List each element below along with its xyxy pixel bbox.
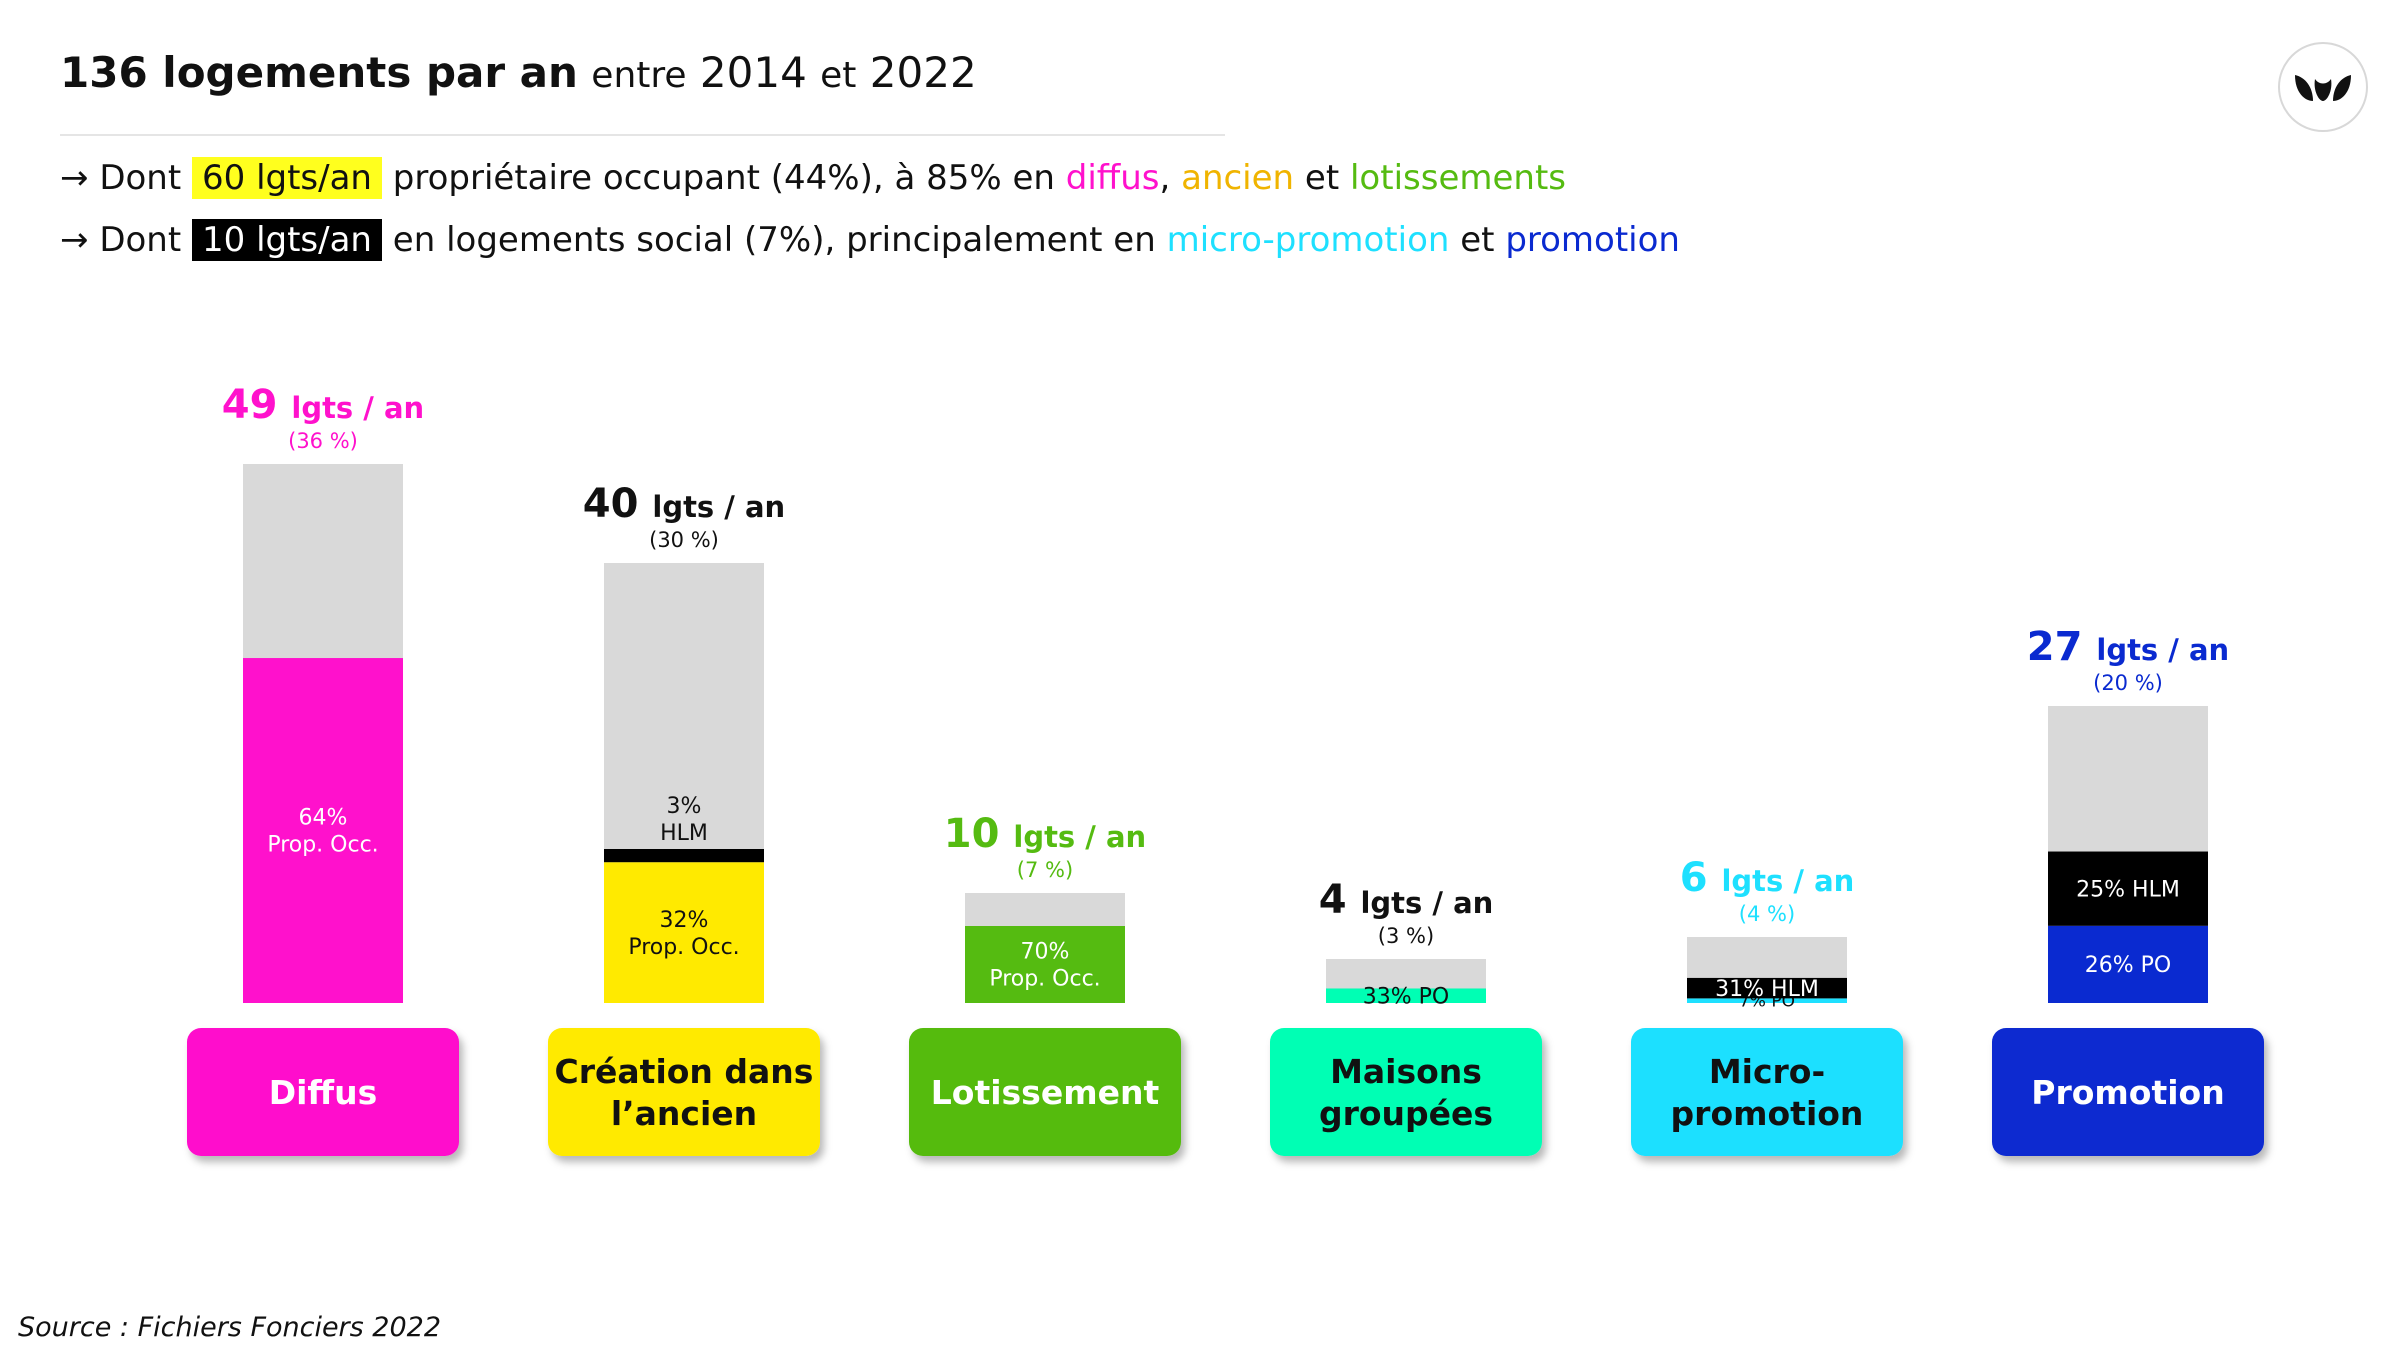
category-label: l’ancien [611, 1094, 757, 1133]
keyword-diffus: diffus [1065, 158, 1160, 198]
segment-label: 32% [660, 908, 709, 933]
category-box [1270, 1028, 1542, 1156]
highlight-owner-rate: 60 lgts/an [192, 157, 382, 199]
value-unit: lgts / an [652, 490, 785, 524]
segment-label: Prop. Occ. [628, 935, 739, 960]
share-label: (36 %) [288, 429, 358, 453]
segment-label: HLM [660, 821, 708, 846]
value-label: 49 lgts / an [222, 382, 424, 428]
segment-label: 3% [667, 794, 702, 819]
bar-segment [243, 658, 403, 1003]
bar-segment [1687, 977, 1847, 999]
value-number: 40 [583, 481, 653, 527]
bullet-text: en logements social (7%), principalement… [392, 220, 1156, 260]
title-main: 136 logements par an [60, 48, 578, 97]
category-label: Maisons [1330, 1052, 1482, 1091]
bar-segment [604, 862, 764, 1003]
chart-title: 136 logements par an entre 2014 et 2022 [60, 48, 977, 97]
category-box [548, 1028, 820, 1156]
segment-label: 70% [1021, 940, 1070, 965]
share-label: (20 %) [2093, 671, 2163, 695]
value-number: 10 [944, 811, 1014, 857]
bar-segment [965, 926, 1125, 1003]
bar-segment [2048, 925, 2208, 1003]
category-label: Création dans [555, 1052, 814, 1091]
value-number: 49 [222, 382, 292, 428]
category-box [1992, 1028, 2264, 1156]
bullet-owner-occupied: → Dont 60 lgts/an propriétaire occupant … [60, 157, 1566, 199]
bullet-prefix: Dont [99, 220, 182, 260]
bullet-text: propriétaire occupant (44%), à 85% en [392, 158, 1055, 198]
bullet-social-housing: → Dont 10 lgts/an en logements social (7… [60, 219, 1680, 261]
title-word-et: et [820, 55, 857, 96]
category-label: Promotion [2031, 1073, 2224, 1112]
category-label: groupées [1319, 1094, 1493, 1133]
segment-label: 26% PO [2085, 953, 2171, 978]
value-unit: lgts / an [1721, 864, 1854, 898]
category-label: Diffus [269, 1073, 378, 1112]
title-word-entre: entre [591, 55, 687, 96]
segment-label: Prop. Occ. [267, 833, 378, 858]
keyword-micro-promotion: micro-promotion [1166, 220, 1450, 260]
value-label: 10 lgts / an [944, 811, 1146, 857]
bar-segment [1326, 988, 1486, 1003]
keyword-separator: , [1159, 158, 1171, 198]
value-number: 27 [2027, 624, 2097, 670]
title-divider [60, 134, 1225, 136]
category-label: Lotissement [931, 1073, 1160, 1112]
share-label: (4 %) [1739, 902, 1795, 926]
keyword-join: et [1304, 158, 1340, 198]
bullet-prefix: Dont [99, 158, 182, 198]
segment-label: Prop. Occ. [989, 967, 1100, 992]
value-unit: lgts / an [291, 391, 424, 425]
segment-label: 25% HLM [2076, 877, 2180, 902]
bar-segment [604, 849, 764, 863]
category-label: promotion [1671, 1094, 1864, 1133]
category-box [1631, 1028, 1903, 1156]
keyword-promotion: promotion [1505, 220, 1680, 260]
segment-label: 33% PO [1363, 984, 1449, 1009]
title-year-start: 2014 [699, 48, 807, 97]
category-box [187, 1028, 459, 1156]
highlight-social-rate: 10 lgts/an [192, 219, 382, 261]
value-number: 6 [1680, 855, 1722, 901]
leaf-pair-logo-icon [2278, 42, 2368, 132]
value-label: 27 lgts / an [2027, 624, 2229, 670]
value-unit: lgts / an [1013, 820, 1146, 854]
bar-segment [2048, 851, 2208, 926]
share-label: (3 %) [1378, 924, 1434, 948]
value-label: 6 lgts / an [1680, 855, 1855, 901]
bar-segment [1687, 998, 1847, 1003]
category-label: Micro- [1709, 1052, 1825, 1091]
value-label: 4 lgts / an [1319, 877, 1494, 923]
value-unit: lgts / an [1360, 886, 1493, 920]
value-number: 4 [1319, 877, 1361, 923]
keyword-join: et [1460, 220, 1495, 260]
share-label: (30 %) [649, 528, 719, 552]
keyword-ancien: ancien [1181, 158, 1295, 198]
category-box [909, 1028, 1181, 1156]
segment-label: 64% [299, 806, 348, 831]
keyword-lotissements: lotissements [1349, 158, 1566, 198]
source-note: Source : Fichiers Fonciers 2022 [18, 1312, 442, 1343]
arrow-right-icon: → [60, 158, 89, 198]
arrow-right-icon: → [60, 220, 89, 260]
title-year-end: 2022 [869, 48, 977, 97]
share-label: (7 %) [1017, 858, 1073, 882]
value-label: 40 lgts / an [583, 481, 785, 527]
segment-label: 31% HLM [1715, 977, 1819, 1002]
value-unit: lgts / an [2096, 633, 2229, 667]
